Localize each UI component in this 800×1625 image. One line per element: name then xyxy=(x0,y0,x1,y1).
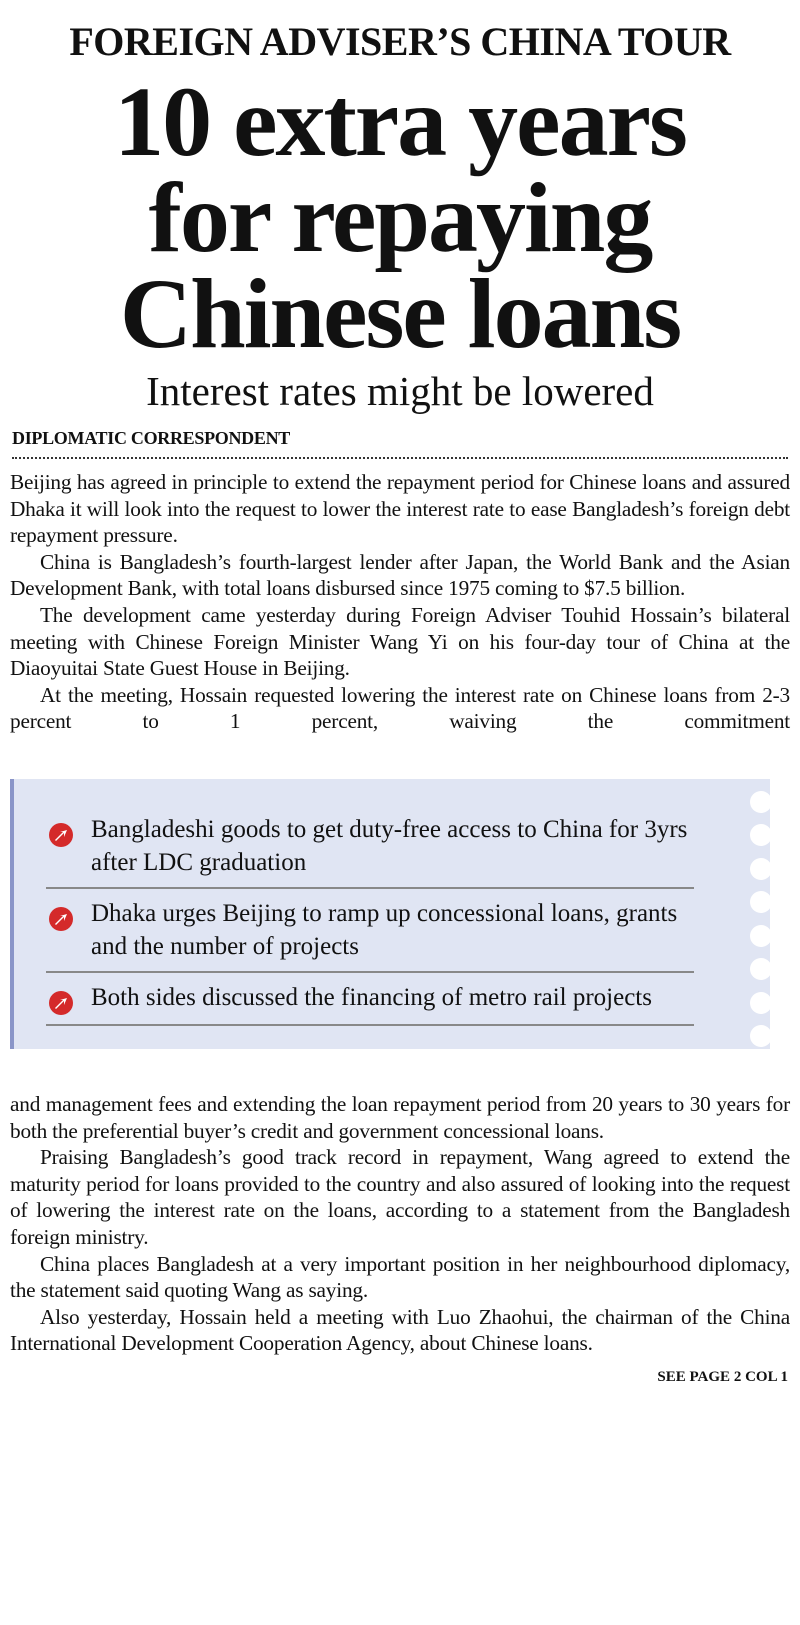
highlight-item: Dhaka urges Beijing to ramp up concessio… xyxy=(46,889,694,973)
paragraph: China places Bangladesh at a very import… xyxy=(10,1251,790,1303)
highlight-text: Both sides discussed the financing of me… xyxy=(91,983,652,1011)
article-body-top: Beijing has agreed in principle to exten… xyxy=(10,469,790,735)
highlights-box: Bangladeshi goods to get duty-free acces… xyxy=(10,778,772,1049)
paragraph: Also yesterday, Hossain held a meeting w… xyxy=(10,1304,790,1356)
paragraph: Beijing has agreed in principle to exten… xyxy=(10,470,790,548)
headline-line: Chinese loans xyxy=(119,258,682,369)
paragraph: China is Bangladesh’s fourth-largest len… xyxy=(10,549,790,601)
headline-line: 10 extra years xyxy=(114,66,688,177)
kicker: FOREIGN ADVISER’S CHINA TOUR xyxy=(69,19,731,64)
arrow-bullet-icon xyxy=(49,990,73,1015)
subhead: Interest rates might be lowered xyxy=(146,368,654,414)
highlight-text: Dhaka urges Beijing to ramp up concessio… xyxy=(91,899,678,960)
continuation-note: SEE PAGE 2 COL 1 xyxy=(657,1368,788,1385)
paragraph: At the meeting, Hossain requested loweri… xyxy=(10,682,790,734)
headline-line: for repaying xyxy=(148,162,654,273)
highlight-item: Bangladeshi goods to get duty-free acces… xyxy=(46,805,694,889)
highlight-item: Both sides discussed the financing of me… xyxy=(46,973,694,1026)
headline: 10 extra years for repaying Chinese loan… xyxy=(0,66,800,369)
arrow-bullet-icon xyxy=(49,822,73,847)
paragraph: and management fees and extending the lo… xyxy=(10,1091,790,1143)
paragraph: Praising Bangladesh’s good track record … xyxy=(10,1145,790,1249)
highlight-text: Bangladeshi goods to get duty-free acces… xyxy=(91,815,688,876)
scalloped-edge xyxy=(750,790,774,1059)
article-body-bottom: and management fees and extending the lo… xyxy=(10,1091,790,1357)
arrow-bullet-icon xyxy=(49,906,73,931)
paragraph: The development came yesterday during Fo… xyxy=(10,602,790,681)
byline: DIPLOMATIC CORRESPONDENT xyxy=(12,428,788,459)
